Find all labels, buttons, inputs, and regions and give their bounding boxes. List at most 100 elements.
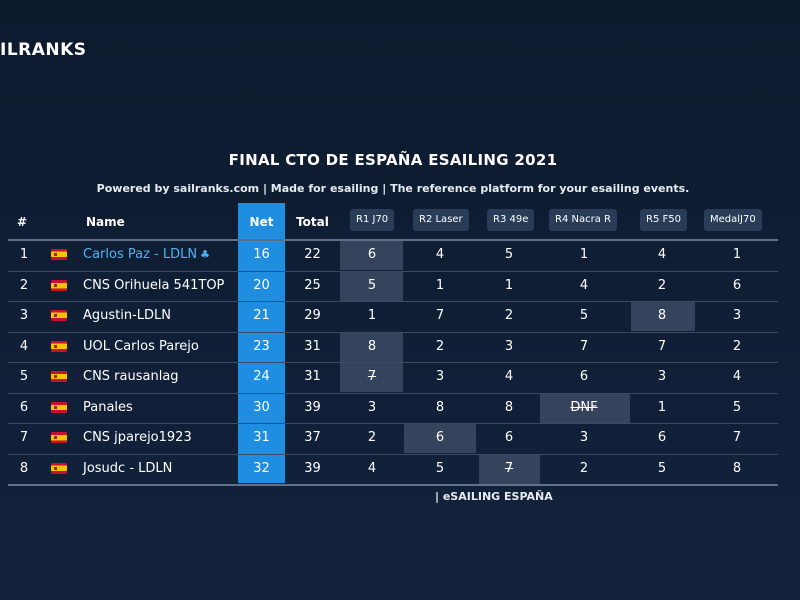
race-result-cell: 5 xyxy=(435,460,445,476)
total-column-header[interactable]: Total xyxy=(296,215,329,229)
total-cell: 39 xyxy=(304,460,321,476)
competitor-name-text: CNS rausanlag xyxy=(83,369,179,384)
competitor-name[interactable]: CNS Orihuela 541TOP xyxy=(83,271,224,301)
total-cell: 31 xyxy=(304,369,321,384)
clover-icon: ♣ xyxy=(200,248,210,261)
race-result-cell: 2 xyxy=(435,338,445,354)
spain-flag-icon xyxy=(51,432,67,443)
race-result-cell: 8 xyxy=(657,308,667,323)
net-column-highlight xyxy=(238,203,285,483)
race-result-cell: 7 xyxy=(504,460,514,476)
competitor-name[interactable]: Josudc - LDLN xyxy=(83,454,172,484)
spain-flag-icon xyxy=(51,310,67,321)
race-result-cell: 2 xyxy=(504,308,514,323)
rank-column-header[interactable]: # xyxy=(17,215,28,229)
race-result-cell: 5 xyxy=(657,460,667,476)
discard-cell-bg xyxy=(340,241,403,270)
total-cell: 37 xyxy=(304,430,321,445)
race-result-cell: 2 xyxy=(732,338,742,354)
rank-cell: 2 xyxy=(19,277,29,293)
race-result-cell: 1 xyxy=(367,308,377,323)
name-column-header[interactable]: Name xyxy=(86,215,125,229)
race-result-cell: 8 xyxy=(504,399,514,415)
total-cell: 29 xyxy=(304,308,321,323)
row-divider xyxy=(8,301,778,302)
net-cell: 32 xyxy=(253,460,270,476)
race-result-cell: 4 xyxy=(579,277,589,293)
competitor-name[interactable]: UOL Carlos Parejo xyxy=(83,332,199,362)
table-row[interactable]: 3 Agustin-LDLN 21 29 1 7 2 5 8 3 xyxy=(0,301,800,332)
net-cell: 20 xyxy=(253,277,270,293)
table-row[interactable]: 7 CNS jparejo1923 31 37 2 6 6 3 6 7 xyxy=(0,423,800,454)
race-result-cell: 7 xyxy=(367,369,377,384)
sailranks-logo[interactable]: ILRANKS xyxy=(0,40,87,60)
race-result-cell: 4 xyxy=(732,369,742,384)
row-divider xyxy=(8,270,778,272)
competitor-name-text: Carlos Paz - LDLN xyxy=(83,247,198,262)
row-divider xyxy=(8,392,778,394)
race-result-cell: 4 xyxy=(435,247,445,262)
net-column-header[interactable]: Net xyxy=(249,215,274,229)
race-result-cell: DNF xyxy=(570,399,598,415)
race-header-r2[interactable]: R2 Laser xyxy=(413,209,469,231)
competitor-name-text: CNS Orihuela 541TOP xyxy=(83,277,225,293)
page-subtitle: Powered by sailranks.com | Made for esai… xyxy=(96,182,690,195)
race-header-r3[interactable]: R3 49e xyxy=(487,209,535,231)
row-divider xyxy=(8,484,778,486)
total-cell: 39 xyxy=(304,399,321,415)
race-result-cell: 5 xyxy=(504,247,514,262)
race-header-r1[interactable]: R1 J70 xyxy=(350,209,395,231)
race-result-cell: 5 xyxy=(579,308,589,323)
race-result-cell: 8 xyxy=(732,460,742,476)
table-row[interactable]: 4 UOL Carlos Parejo 23 31 8 2 3 7 7 2 xyxy=(0,332,800,363)
competitor-name-text: UOL Carlos Parejo xyxy=(83,338,199,354)
race-result-cell: 1 xyxy=(732,247,742,262)
table-row[interactable]: 1 Carlos Paz - LDLN ♣ 16 22 6 4 5 1 4 1 xyxy=(0,240,800,271)
competitor-name[interactable]: CNS jparejo1923 xyxy=(83,423,192,453)
net-cell: 30 xyxy=(253,399,270,415)
discard-cell-bg xyxy=(340,332,403,362)
competitor-name[interactable]: Agustin-LDLN xyxy=(83,301,171,331)
race-result-cell: 6 xyxy=(657,430,667,445)
discard-cell-bg xyxy=(631,302,695,331)
rank-cell: 6 xyxy=(19,399,29,415)
page-title: FINAL CTO DE ESPAÑA ESAILING 2021 xyxy=(228,151,558,169)
rank-cell: 8 xyxy=(19,460,29,476)
discard-cell-bg xyxy=(340,363,403,392)
race-result-cell: 7 xyxy=(579,338,589,354)
race-header-r5[interactable]: R5 F50 xyxy=(640,209,687,231)
race-result-cell: 2 xyxy=(579,460,589,476)
race-result-cell: 6 xyxy=(367,247,377,262)
competitor-name[interactable]: Panales xyxy=(83,393,133,423)
race-result-cell: 3 xyxy=(435,369,445,384)
race-result-cell: 6 xyxy=(732,277,742,293)
competitor-name[interactable]: CNS rausanlag xyxy=(83,362,179,392)
race-result-cell: 2 xyxy=(657,277,667,293)
race-result-cell: 5 xyxy=(367,277,377,293)
table-row[interactable]: 5 CNS rausanlag 24 31 7 3 4 6 3 4 xyxy=(0,362,800,393)
net-cell: 24 xyxy=(253,369,270,384)
race-result-cell: 6 xyxy=(504,430,514,445)
race-result-cell: 2 xyxy=(367,430,377,445)
row-divider xyxy=(8,453,778,455)
competitor-name-text: Josudc - LDLN xyxy=(83,460,173,476)
discard-cell-bg xyxy=(404,424,476,453)
race-result-cell: 6 xyxy=(435,430,445,445)
competitor-name-text: Agustin-LDLN xyxy=(83,308,172,323)
race-result-cell: 3 xyxy=(367,399,377,415)
table-row[interactable]: 2 CNS Orihuela 541TOP 20 25 5 1 1 4 2 6 xyxy=(0,271,800,302)
race-result-cell: 5 xyxy=(732,399,742,415)
spain-flag-icon xyxy=(51,371,67,382)
total-cell: 25 xyxy=(304,277,321,293)
race-result-cell: 3 xyxy=(732,308,742,323)
race-header-medal[interactable]: MedalJ70 xyxy=(704,209,762,231)
competitor-name[interactable]: Carlos Paz - LDLN ♣ xyxy=(83,240,210,270)
spain-flag-icon xyxy=(51,279,67,291)
table-row[interactable]: 6 Panales 30 39 3 8 8 DNF 1 5 xyxy=(0,393,800,424)
race-header-r4[interactable]: R4 Nacra R xyxy=(549,209,617,231)
race-result-cell: 6 xyxy=(579,369,589,384)
table-row[interactable]: 8 Josudc - LDLN 32 39 4 5 7 2 5 8 xyxy=(0,454,800,485)
race-result-cell: 3 xyxy=(579,430,589,445)
race-result-cell: 8 xyxy=(435,399,445,415)
